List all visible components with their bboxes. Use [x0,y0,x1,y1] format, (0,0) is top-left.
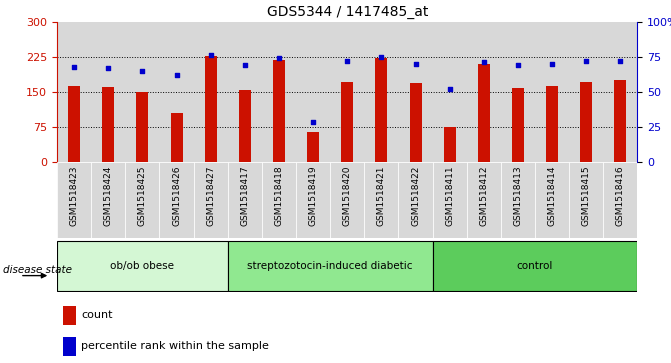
Bar [91,162,125,238]
Bar [433,162,467,238]
Point [547,61,558,66]
Bar [102,87,114,162]
Point [103,65,113,71]
Bar [160,162,194,238]
Bar [205,56,217,162]
Point [240,62,250,68]
Bar [580,82,592,162]
Text: disease state: disease state [3,265,72,276]
Bar [57,241,227,291]
Text: GSM1518426: GSM1518426 [172,166,181,226]
Text: GSM1518411: GSM1518411 [445,166,454,226]
Bar [262,22,296,162]
Bar [444,127,456,162]
Bar [57,162,91,238]
Text: GSM1518420: GSM1518420 [343,166,352,226]
Point [478,60,489,65]
Text: GSM1518424: GSM1518424 [104,166,113,226]
Bar [227,22,262,162]
Point [581,58,592,64]
Text: GSM1518413: GSM1518413 [513,166,523,226]
Bar [227,162,262,238]
Bar [296,162,330,238]
Bar [409,83,421,162]
Bar [535,162,569,238]
Point [342,58,353,64]
Bar [399,162,433,238]
Bar [68,86,80,162]
Bar [125,22,160,162]
Bar [125,162,160,238]
Bar [512,89,524,162]
Bar [342,82,353,162]
Bar [364,22,399,162]
Bar [296,22,330,162]
Bar [603,22,637,162]
Text: control: control [517,261,553,271]
Bar [546,86,558,162]
Bar [330,162,364,238]
Point [410,61,421,66]
Bar [57,22,91,162]
Point [615,58,626,64]
Bar [160,22,194,162]
Text: GSM1518415: GSM1518415 [582,166,590,226]
Bar [91,22,125,162]
Bar [136,91,148,162]
Bar [364,162,399,238]
Text: count: count [81,310,113,320]
Bar [615,80,626,162]
Bar [239,90,251,162]
Bar [307,132,319,162]
Bar [227,241,433,291]
Bar [467,162,501,238]
Text: GSM1518422: GSM1518422 [411,166,420,226]
Bar [501,162,535,238]
Text: GSM1518418: GSM1518418 [274,166,283,226]
Bar [569,162,603,238]
Text: percentile rank within the sample: percentile rank within the sample [81,341,269,351]
Text: GSM1518427: GSM1518427 [206,166,215,226]
Point [513,62,523,68]
Point [205,52,216,58]
Title: GDS5344 / 1417485_at: GDS5344 / 1417485_at [266,5,428,19]
Text: GSM1518421: GSM1518421 [377,166,386,226]
Bar [273,60,285,162]
Bar [262,162,296,238]
Point [171,72,182,78]
Bar [375,58,387,162]
Bar [569,22,603,162]
Text: GSM1518419: GSM1518419 [309,166,317,226]
Bar [194,22,227,162]
Bar [194,162,227,238]
Bar [603,162,637,238]
Point [308,119,319,125]
Bar [501,22,535,162]
Text: GSM1518414: GSM1518414 [548,166,557,226]
Bar [330,22,364,162]
Point [137,68,148,74]
Bar [63,337,76,356]
Text: ob/ob obese: ob/ob obese [111,261,174,271]
Bar [433,22,467,162]
Text: GSM1518423: GSM1518423 [70,166,79,226]
Point [274,55,285,61]
Text: GSM1518417: GSM1518417 [240,166,250,226]
Bar [399,22,433,162]
Point [376,54,386,60]
Text: GSM1518416: GSM1518416 [616,166,625,226]
Bar [433,241,637,291]
Text: GSM1518425: GSM1518425 [138,166,147,226]
Point [68,64,79,69]
Bar [170,113,183,162]
Bar [535,22,569,162]
Bar [467,22,501,162]
Text: streptozotocin-induced diabetic: streptozotocin-induced diabetic [248,261,413,271]
Bar [478,64,490,162]
Text: GSM1518412: GSM1518412 [479,166,488,226]
Point [444,86,455,92]
Bar [63,306,76,325]
